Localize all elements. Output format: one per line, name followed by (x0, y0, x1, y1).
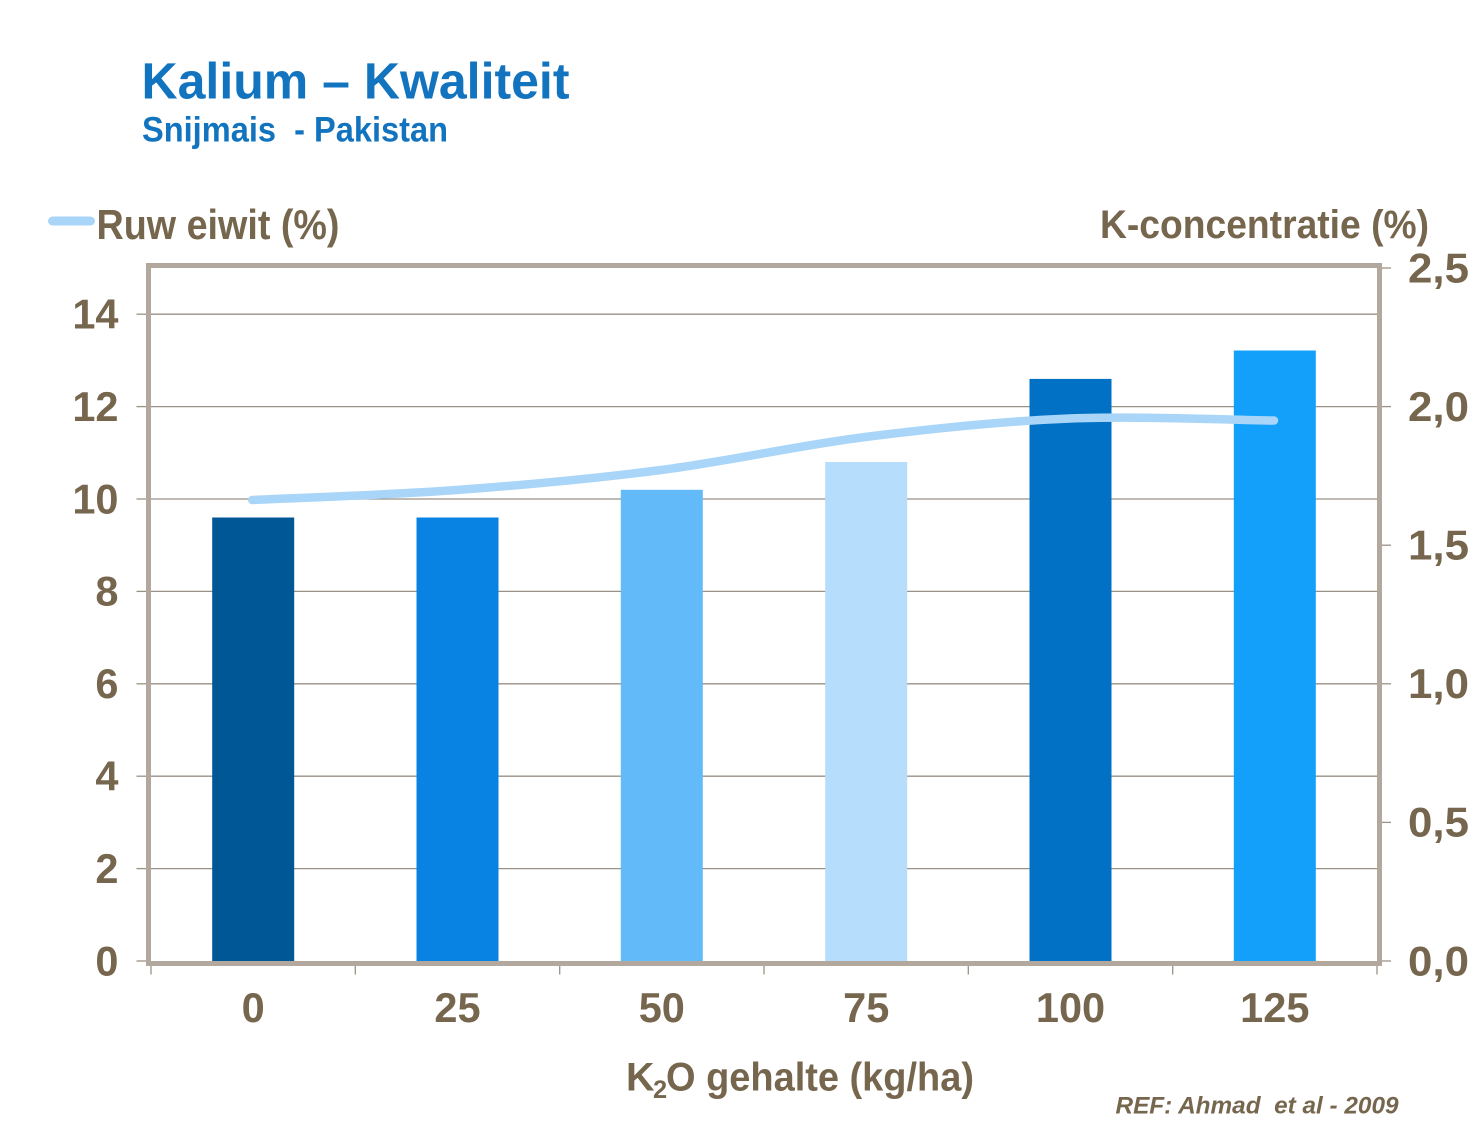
svg-text:8: 8 (95, 568, 118, 615)
svg-text:2,5: 2,5 (1408, 244, 1469, 291)
svg-text:1,5: 1,5 (1408, 522, 1469, 569)
svg-text:25: 25 (434, 984, 480, 1031)
svg-text:Snijmais - Pakistan: Snijmais - Pakistan (142, 109, 448, 149)
svg-text:0,0: 0,0 (1408, 937, 1469, 984)
svg-text:100: 100 (1036, 984, 1105, 1031)
svg-text:O gehalte (kg/ha): O gehalte (kg/ha) (666, 1055, 974, 1099)
svg-text:2: 2 (653, 1076, 667, 1104)
svg-text:2,0: 2,0 (1408, 383, 1469, 430)
svg-text:125: 125 (1240, 984, 1309, 1031)
svg-text:10: 10 (72, 475, 118, 522)
svg-text:REF: Ahmad et al - 2009: REF: Ahmad et al - 2009 (1116, 1092, 1400, 1119)
svg-text:2: 2 (95, 845, 118, 892)
svg-text:Kalium – Kwaliteit: Kalium – Kwaliteit (142, 53, 570, 110)
svg-text:6: 6 (95, 660, 118, 707)
svg-text:75: 75 (843, 984, 889, 1031)
svg-text:K-concentratie (%): K-concentratie (%) (1100, 203, 1429, 247)
svg-text:4: 4 (95, 753, 118, 800)
svg-text:1,0: 1,0 (1408, 660, 1469, 707)
svg-text:Ruw eiwit (%): Ruw eiwit (%) (97, 201, 340, 248)
svg-text:14: 14 (72, 291, 118, 338)
svg-text:50: 50 (639, 984, 685, 1031)
svg-text:K: K (626, 1055, 655, 1099)
svg-text:0: 0 (242, 984, 265, 1031)
svg-text:0: 0 (95, 937, 118, 984)
svg-text:12: 12 (72, 383, 118, 430)
svg-text:0,5: 0,5 (1408, 799, 1469, 846)
